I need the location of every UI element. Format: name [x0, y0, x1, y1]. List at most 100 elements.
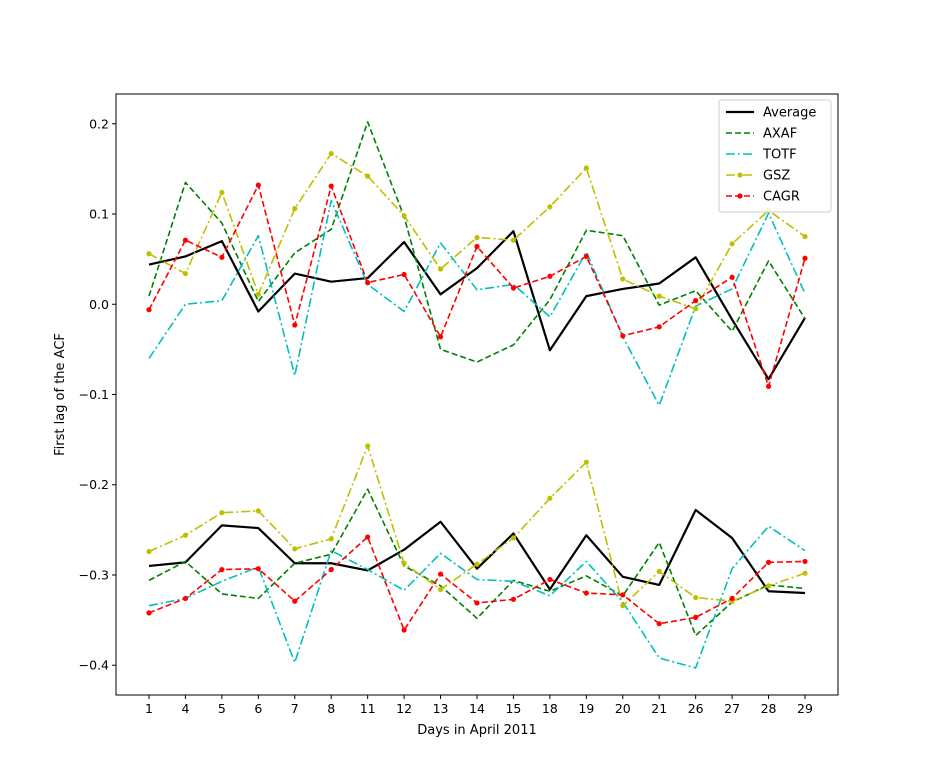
- x-tick-label: 11: [360, 701, 376, 716]
- data-point-cagr: [292, 598, 298, 604]
- data-point-cagr: [656, 621, 662, 627]
- data-point-gsz: [292, 546, 298, 552]
- data-point-cagr: [693, 614, 699, 620]
- data-point-cagr: [583, 253, 589, 260]
- data-point-cagr: [547, 273, 553, 279]
- x-tick-label: 20: [615, 701, 631, 716]
- data-point-gsz: [693, 594, 699, 601]
- data-point-cagr: [729, 595, 735, 602]
- x-axis-ticks: 1 4 5 6 7 8 11 12 13 14 15 18 19 20 21 26 27 28 29: [145, 695, 813, 716]
- data-point-gsz: [510, 535, 517, 541]
- x-axis-title: Days in April 2011: [417, 723, 537, 738]
- data-point-gsz: [437, 586, 444, 593]
- x-tick-label: 12: [396, 701, 412, 716]
- x-tick-label: 18: [542, 701, 558, 716]
- data-point-gsz: [802, 233, 808, 240]
- x-tick-label: 28: [761, 701, 777, 716]
- data-point-cagr: [328, 566, 334, 573]
- data-point-cagr: [474, 243, 480, 250]
- data-point-gsz: [146, 548, 152, 555]
- data-point-cagr: [656, 324, 662, 330]
- data-point-cagr: [583, 590, 589, 596]
- data-point-cagr: [146, 307, 152, 313]
- data-point-gsz: [656, 293, 662, 299]
- x-tick-label: 8: [327, 701, 335, 716]
- data-point-cagr: [255, 182, 261, 188]
- data-point-gsz: [146, 251, 152, 257]
- data-point-cagr: [219, 566, 225, 573]
- y-tick-label: −0.4: [79, 658, 109, 673]
- x-tick-label: 6: [254, 701, 262, 716]
- x-tick-label: 19: [578, 701, 594, 716]
- data-point-gsz: [219, 189, 225, 195]
- data-point-cagr: [620, 592, 626, 598]
- legend-marker-gsz: [737, 172, 743, 178]
- data-point-gsz: [182, 270, 189, 277]
- y-tick-label: −0.3: [79, 567, 109, 582]
- data-point-cagr: [802, 558, 808, 565]
- y-axis-ticks: −0.4 −0.3 −0.2 −0.1 0.0 0.1 0.2: [79, 116, 116, 673]
- data-point-cagr: [510, 285, 517, 291]
- data-point-gsz: [474, 234, 480, 241]
- data-point-gsz: [437, 266, 444, 272]
- data-point-gsz: [328, 536, 334, 542]
- legend-label-cagr: CAGR: [763, 190, 800, 205]
- x-tick-label: 13: [433, 701, 449, 716]
- data-point-cagr: [437, 571, 444, 577]
- plot-area-frame: [115, 93, 839, 696]
- legend-label-axaf: AXAF: [763, 127, 797, 142]
- x-tick-label: 7: [291, 701, 299, 716]
- legend-box: [718, 99, 832, 213]
- x-tick-label: 21: [651, 701, 667, 716]
- data-point-gsz: [365, 173, 371, 179]
- y-axis-title: First lag of the ACF: [53, 333, 68, 456]
- series-line-average-group-2: [148, 508, 806, 595]
- legend-marker-cagr: [737, 193, 743, 199]
- x-tick-label: 14: [469, 701, 485, 716]
- data-point-cagr: [328, 183, 334, 189]
- data-point-cagr: [802, 255, 808, 261]
- y-tick-label: −0.1: [79, 387, 109, 402]
- data-point-gsz: [328, 150, 334, 157]
- data-point-cagr: [365, 280, 371, 286]
- data-point-cagr: [182, 237, 189, 243]
- data-point-cagr: [182, 595, 189, 602]
- data-point-gsz: [401, 213, 407, 219]
- legend-label-gsz: GSZ: [763, 169, 790, 184]
- data-point-gsz: [765, 583, 772, 589]
- data-point-cagr: [547, 576, 553, 583]
- data-point-gsz: [620, 276, 626, 282]
- data-point-cagr: [255, 566, 261, 572]
- y-tick-label: −0.2: [79, 477, 109, 492]
- series-line-totf-group-1: [148, 199, 806, 407]
- series-line-totf-group-2: [148, 525, 806, 669]
- y-tick-label: 0.1: [89, 207, 109, 222]
- data-point-gsz: [583, 165, 589, 171]
- y-tick-label: 0.0: [89, 297, 109, 312]
- data-point-cagr: [292, 322, 298, 328]
- legend-label-average: Average: [763, 106, 816, 121]
- series-line-axaf-group-2: [148, 488, 806, 637]
- data-point-cagr: [219, 254, 225, 260]
- data-point-cagr: [765, 383, 772, 389]
- data-point-gsz: [729, 241, 735, 247]
- data-point-cagr: [693, 298, 699, 304]
- data-point-gsz: [255, 291, 261, 297]
- data-point-cagr: [401, 271, 407, 278]
- data-point-cagr: [765, 559, 772, 565]
- data-point-gsz: [365, 443, 371, 449]
- data-point-gsz: [802, 570, 808, 576]
- data-point-cagr: [474, 600, 480, 606]
- data-point-gsz: [474, 561, 480, 567]
- x-tick-label: 5: [218, 701, 226, 716]
- data-point-gsz: [292, 206, 298, 212]
- legend-label-totf: TOTF: [762, 148, 797, 163]
- data-point-cagr: [365, 534, 371, 540]
- x-tick-label: 15: [505, 701, 521, 716]
- x-tick-label: 27: [724, 701, 740, 716]
- y-tick-label: 0.2: [89, 116, 109, 131]
- data-point-gsz: [620, 603, 626, 609]
- x-tick-label: 26: [688, 701, 704, 716]
- data-point-cagr: [401, 627, 407, 633]
